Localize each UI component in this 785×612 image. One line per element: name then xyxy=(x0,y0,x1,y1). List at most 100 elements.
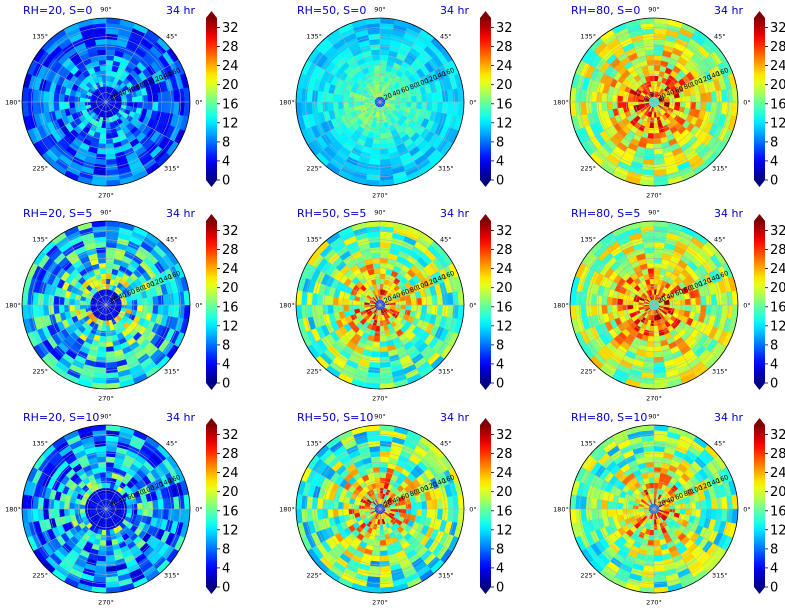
panel-4-cell xyxy=(85,284,93,292)
panel-1-cell xyxy=(95,82,101,89)
panel-2-cell xyxy=(392,24,407,33)
panel-7-cell xyxy=(111,489,117,496)
panel-4-agrid xyxy=(105,232,149,306)
panel-3-cell xyxy=(654,28,667,35)
panel-4-cell xyxy=(48,295,55,305)
panel-3-cell xyxy=(654,112,657,118)
panel-3-cell xyxy=(661,120,668,127)
panel-1-cell xyxy=(106,70,112,77)
panel-7-cell xyxy=(125,512,132,518)
panel-8-cell xyxy=(411,502,417,509)
panel-5-cell xyxy=(372,341,380,347)
panel-6-cell xyxy=(648,289,653,296)
panel-7-cell xyxy=(136,539,147,550)
panel-2-cell xyxy=(353,24,368,33)
panel-2-cell xyxy=(439,125,450,139)
panel-3-cell xyxy=(650,102,654,106)
panel-2-cell xyxy=(394,138,404,147)
panel-1-cell xyxy=(48,102,55,112)
panel-8-cell xyxy=(331,546,343,558)
panel-4-cell xyxy=(137,284,146,293)
panel-5-radial-tick: 40 xyxy=(391,291,402,302)
panel-7-cell xyxy=(99,513,104,519)
panel-6-radial-tick: 80 xyxy=(683,284,694,295)
panel-4-cell xyxy=(41,355,56,370)
panel-8-cell xyxy=(387,484,394,491)
panel-5-cell xyxy=(398,333,407,342)
panel-4-cell xyxy=(68,345,80,355)
panel-2-cell xyxy=(338,23,354,34)
panel-1-cell xyxy=(74,152,87,162)
panel-2-cell xyxy=(392,133,401,142)
panel-5-cell xyxy=(391,232,406,241)
panel-6-cell xyxy=(687,260,699,272)
panel-6-cell xyxy=(575,331,586,347)
panel-7-cell xyxy=(56,525,66,536)
panel-2-time-label: 34 hr xyxy=(440,4,469,17)
panel-4-cell xyxy=(61,260,73,272)
panel-8-cell xyxy=(414,561,428,573)
panel-7-cell xyxy=(84,563,96,571)
panel-1-cell xyxy=(33,76,42,91)
panel-3-cell xyxy=(654,158,665,165)
panel-4-cell xyxy=(69,278,78,287)
panel-1-colorbar-label: 16 xyxy=(222,97,239,112)
panel-5-cell xyxy=(353,333,362,342)
panel-3-cell xyxy=(680,52,692,62)
panel-1-cell xyxy=(86,107,93,113)
panel-7-cell xyxy=(131,435,146,446)
panel-3-cell xyxy=(669,126,678,134)
panel-5-cell xyxy=(325,333,336,346)
panel-2-cell xyxy=(457,87,464,102)
panel-7-cell xyxy=(44,519,52,531)
panel-1-cell xyxy=(45,41,59,55)
panel-2-cell xyxy=(380,102,386,104)
panel-6-cell xyxy=(604,331,614,343)
panel-6-cell xyxy=(654,372,667,379)
panel-1-cell xyxy=(58,93,65,102)
panel-7-cell xyxy=(160,487,168,499)
panel-5-cell xyxy=(302,317,311,332)
panel-2-cell xyxy=(403,56,414,66)
panel-4-cell xyxy=(118,265,127,274)
panel-2-cell xyxy=(356,138,366,147)
panel-5-cell xyxy=(317,294,324,305)
panel-6-cell xyxy=(627,345,638,355)
panel-6-cell xyxy=(647,309,652,315)
panel-8-cell xyxy=(328,491,336,501)
panel-6-cell xyxy=(597,348,611,362)
panel-8-cell xyxy=(339,478,348,488)
panel-2-cell xyxy=(430,121,440,134)
panel-3-cell xyxy=(605,139,617,151)
panel-3-cell xyxy=(694,118,704,129)
panel-6-cell xyxy=(654,336,661,342)
panel-7-cell xyxy=(131,509,138,515)
panel-1-cell xyxy=(79,65,88,74)
panel-2-colorbar-label: 8 xyxy=(496,135,504,150)
panel-7-cell xyxy=(80,436,95,445)
panel-1-cell xyxy=(162,51,175,66)
panel-6-cell xyxy=(603,236,618,249)
panel-4-colorbar-label: 32 xyxy=(222,224,239,239)
panel-4-cell xyxy=(143,256,155,268)
panel-5-angle-tick: 0° xyxy=(469,302,476,310)
panel-8-cell xyxy=(407,536,417,546)
panel-3-cell xyxy=(650,117,654,123)
panel-1-cell xyxy=(170,76,179,91)
panel-3-cell xyxy=(721,102,728,115)
panel-7-cell xyxy=(107,513,112,519)
panel-1-cell xyxy=(102,102,106,106)
panel-5-cell xyxy=(380,351,390,358)
panel-5-cell xyxy=(366,294,372,300)
panel-1-agrid xyxy=(63,101,107,175)
panel-4-cell xyxy=(65,335,76,346)
panel-5-cell xyxy=(431,305,438,315)
panel-2-cell xyxy=(372,116,378,123)
panel-7-cell xyxy=(103,493,106,499)
panel-1-cell xyxy=(89,118,96,125)
panel-3-cell xyxy=(643,158,654,165)
panel-5-cell xyxy=(396,321,405,330)
panel-5-cell xyxy=(343,310,351,318)
panel-5-cell xyxy=(380,330,386,337)
panel-1-cell xyxy=(77,73,86,82)
